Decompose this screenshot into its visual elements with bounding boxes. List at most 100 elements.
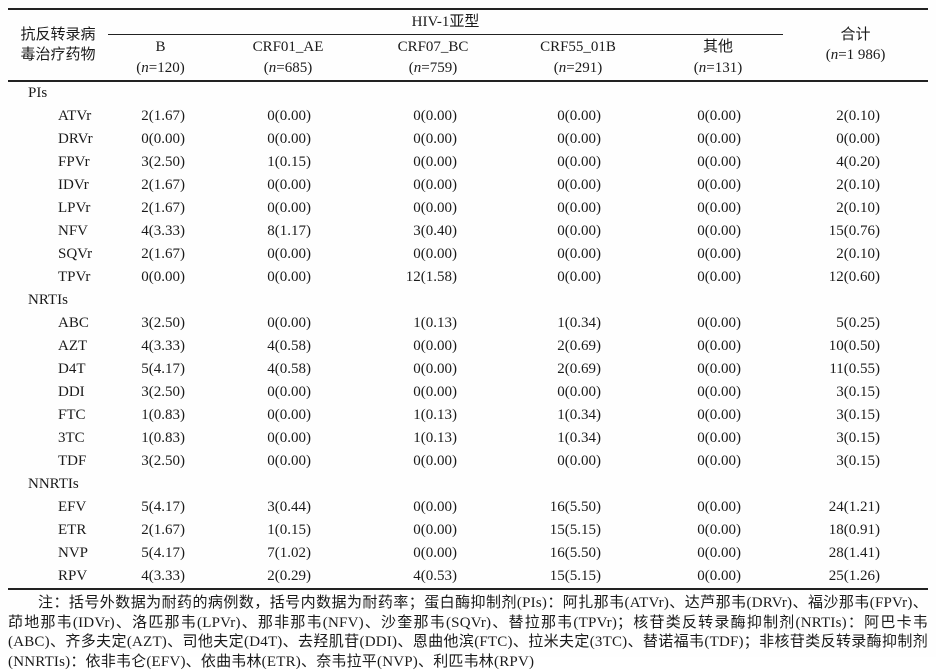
table-row: EFV 5(4.17) 3(0.44) 0(0.00) 16(5.50) 0(0.00) 2… xyxy=(8,496,928,519)
table-row: 3TC 1(0.83) 0(0.00) 1(0.13) 1(0.34) 0(0.00) 3(… xyxy=(8,427,928,450)
drug-name-cell: TPVr xyxy=(58,269,91,285)
value-cell: 0(0.00) xyxy=(557,177,601,193)
subtype-column-header: CRF07_BC (n=759) xyxy=(397,38,469,76)
value-cell: 2(1.67) xyxy=(141,108,185,124)
value-cell: 1(0.13) xyxy=(413,315,457,331)
drug-name-cell: ETR xyxy=(58,522,87,538)
table-body: PIs ATVr 2(1.67) 0(0.00) 0(0.00) 0(0.00) 0(0.0… xyxy=(8,81,928,589)
table-row: DDI 3(2.50) 0(0.00) 0(0.00) 0(0.00) 0(0.00) 3(… xyxy=(8,381,928,404)
table-row: ETR 2(1.67) 1(0.15) 0(0.00) 15(5.15) 0(0.00) 1… xyxy=(8,519,928,542)
value-cell: 3(0.15) xyxy=(836,453,881,469)
subtype-column-header: CRF01_AE (n=685) xyxy=(252,38,324,76)
subtype-header-row: B (n=120) CRF01_AE (n=685) CRF07_BC (n=759) CR… xyxy=(8,35,928,82)
value-cell: 3(0.40) xyxy=(413,223,457,239)
value-cell: 0(0.00) xyxy=(697,430,742,446)
value-cell: 8(1.17) xyxy=(267,223,311,239)
value-cell: 0(0.00) xyxy=(413,338,457,354)
value-cell: 0(0.00) xyxy=(413,545,457,561)
value-cell: 7(1.02) xyxy=(267,545,311,561)
value-cell: 0(0.00) xyxy=(836,131,881,147)
value-cell: 0(0.00) xyxy=(557,246,601,262)
value-cell: 2(0.10) xyxy=(836,200,881,216)
value-cell: 1(0.13) xyxy=(413,407,457,423)
total-column-n: (n=1 986) xyxy=(825,47,886,63)
value-cell: 2(0.69) xyxy=(557,361,601,377)
table-row: LPVr 2(1.67) 0(0.00) 0(0.00) 0(0.00) 0(0.00) 2… xyxy=(8,197,928,220)
drug-name-cell: TDF xyxy=(58,453,87,469)
value-cell: 16(5.50) xyxy=(549,499,601,515)
value-cell: 0(0.00) xyxy=(697,545,742,561)
group-label: NRTIs xyxy=(28,292,68,308)
value-cell: 0(0.00) xyxy=(697,154,742,170)
table-row: RPV 4(3.33) 2(0.29) 4(0.53) 15(5.15) 0(0.00) 2… xyxy=(8,565,928,589)
value-cell: 0(0.00) xyxy=(267,453,311,469)
value-cell: 0(0.00) xyxy=(267,430,311,446)
table-row: NFV 4(3.33) 8(1.17) 3(0.40) 0(0.00) 0(0.00) 15… xyxy=(8,220,928,243)
value-cell: 0(0.00) xyxy=(557,108,601,124)
value-cell: 0(0.00) xyxy=(697,522,742,538)
drug-name-cell: NFV xyxy=(58,223,89,239)
value-cell: 0(0.00) xyxy=(413,453,457,469)
value-cell: 1(0.13) xyxy=(413,430,457,446)
value-cell: 2(1.67) xyxy=(141,200,185,216)
value-cell: 2(0.69) xyxy=(557,338,601,354)
table-note: 注：括号外数据为耐药的病例数，括号内数据为耐药率；蛋白酶抑制剂(PIs)：阿扎那… xyxy=(8,595,928,670)
drug-name-cell: RPV xyxy=(58,568,88,584)
group-row: NNRTIs xyxy=(8,473,928,496)
table-header: 抗反转录病 毒治疗药物 HIV-1亚型 合计 (n=1 986) B (n=120… xyxy=(8,9,929,82)
value-cell: 10(0.50) xyxy=(828,338,881,354)
stub-header: 抗反转录病 毒治疗药物 xyxy=(8,9,108,81)
value-cell: 0(0.00) xyxy=(267,269,311,285)
value-cell: 0(0.00) xyxy=(413,200,457,216)
table-row: SQVr 2(1.67) 0(0.00) 0(0.00) 0(0.00) 0(0.00) 2… xyxy=(8,243,928,266)
value-cell: 2(0.10) xyxy=(836,177,881,193)
table-row: TPVr 0(0.00) 0(0.00) 12(1.58) 0(0.00) 0(0.00)… xyxy=(8,266,928,289)
drug-name-cell: D4T xyxy=(58,361,86,377)
total-column-name: 合计 xyxy=(840,27,871,43)
value-cell: 4(3.33) xyxy=(141,568,185,584)
value-cell: 11(0.55) xyxy=(829,361,881,377)
value-cell: 12(0.60) xyxy=(828,269,881,285)
stub-header-line1: 抗反转录病 xyxy=(20,27,96,43)
value-cell: 0(0.00) xyxy=(267,177,311,193)
total-column-header: 合计 (n=1 986) xyxy=(783,9,928,81)
value-cell: 2(0.10) xyxy=(836,108,881,124)
drug-name-cell: 3TC xyxy=(58,430,85,446)
value-cell: 5(4.17) xyxy=(141,361,185,377)
drug-name-cell: ABC xyxy=(58,315,89,331)
value-cell: 0(0.00) xyxy=(557,154,601,170)
table-row: NVP 5(4.17) 7(1.02) 0(0.00) 16(5.50) 0(0.00) 2… xyxy=(8,542,928,565)
value-cell: 0(0.00) xyxy=(697,200,742,216)
value-cell: 0(0.00) xyxy=(697,361,742,377)
value-cell: 3(0.15) xyxy=(836,430,881,446)
value-cell: 5(4.17) xyxy=(141,545,185,561)
value-cell: 0(0.00) xyxy=(697,315,742,331)
drug-name-cell: FPVr xyxy=(58,154,90,170)
value-cell: 3(2.50) xyxy=(141,453,185,469)
value-cell: 2(0.29) xyxy=(267,568,311,584)
value-cell: 0(0.00) xyxy=(413,177,457,193)
value-cell: 0(0.00) xyxy=(697,269,742,285)
table-row: AZT 4(3.33) 4(0.58) 0(0.00) 2(0.69) 0(0.00) 10… xyxy=(8,335,928,358)
value-cell: 16(5.50) xyxy=(549,545,601,561)
drug-name-cell: EFV xyxy=(58,499,87,515)
value-cell: 3(0.15) xyxy=(836,384,881,400)
drug-name-cell: FTC xyxy=(58,407,86,423)
value-cell: 0(0.00) xyxy=(413,384,457,400)
value-cell: 2(1.67) xyxy=(141,177,185,193)
table-row: D4T 5(4.17) 4(0.58) 0(0.00) 2(0.69) 0(0.00) 11… xyxy=(8,358,928,381)
value-cell: 0(0.00) xyxy=(697,223,742,239)
table-row: FPVr 3(2.50) 1(0.15) 0(0.00) 0(0.00) 0(0.00) 4… xyxy=(8,151,928,174)
value-cell: 0(0.00) xyxy=(413,246,457,262)
table-row: DRVr 0(0.00) 0(0.00) 0(0.00) 0(0.00) 0(0.00) 0… xyxy=(8,128,928,151)
value-cell: 3(0.15) xyxy=(836,407,881,423)
value-cell: 0(0.00) xyxy=(267,315,311,331)
value-cell: 5(0.25) xyxy=(836,315,881,331)
drug-name-cell: NVP xyxy=(58,545,89,561)
value-cell: 0(0.00) xyxy=(697,453,742,469)
drug-name-cell: DDI xyxy=(58,384,85,400)
drug-name-cell: SQVr xyxy=(58,246,93,262)
table-row: TDF 3(2.50) 0(0.00) 0(0.00) 0(0.00) 0(0.00) 3(… xyxy=(8,450,928,473)
value-cell: 0(0.00) xyxy=(697,407,742,423)
subtype-column-header: B (n=120) xyxy=(136,38,185,76)
